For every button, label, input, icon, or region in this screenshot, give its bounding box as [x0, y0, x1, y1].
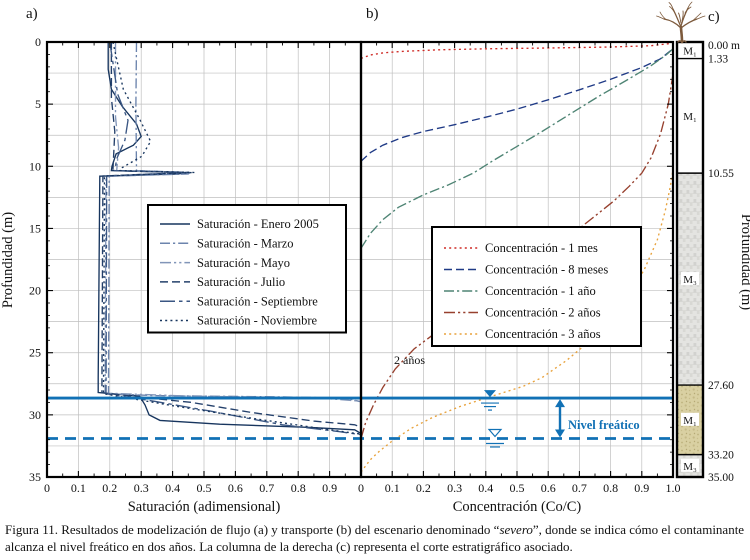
legend-box [147, 204, 347, 334]
caption-part1: Figura 11. Resultados de modelización de… [5, 522, 500, 537]
x-tick-label: 0.3 [447, 481, 462, 495]
y-axis-title-left: Profundidad (m) [0, 212, 16, 308]
y-tick-label: 10 [29, 159, 41, 173]
strat-label-chip [681, 272, 699, 286]
legend-saturation: Saturación - Enero 2005 Saturación - Marz… [147, 204, 347, 334]
y-tick-label: 20 [29, 284, 41, 298]
x-tick-label: 0.3 [134, 481, 149, 495]
depth-mark-label: 35.00 [708, 472, 734, 484]
x-tick-label: 0.2 [102, 481, 117, 495]
legend-label: Concentración - 1 año [485, 284, 596, 298]
x-tick-label: 0.8 [603, 481, 618, 495]
y-tick-label: 15 [29, 221, 41, 235]
water-table-symbol [487, 428, 503, 438]
x-tick-label: 0.9 [634, 481, 649, 495]
nivel-freatico-label: Nivel freático [568, 418, 640, 432]
legend-label: Saturación - Mayo [197, 256, 290, 270]
y-tick-label: 30 [29, 408, 41, 422]
legend-label: Saturación - Marzo [197, 237, 294, 251]
x-tick-label: 0.4 [478, 481, 493, 495]
depth-mark-label: 1.33 [708, 54, 728, 66]
strat-label-chip [681, 108, 699, 122]
y-tick-label: 0 [35, 35, 41, 49]
panel-label-b: b) [366, 6, 379, 22]
tree-icon [656, 1, 706, 44]
strat-layer-label: M₁ [683, 111, 697, 123]
series-line [360, 48, 674, 249]
x-tick-label: 0.8 [291, 481, 306, 495]
legend-label: Saturación - Julio [197, 275, 285, 289]
strat-label-chip [681, 412, 699, 426]
x-tick-label: 0 [358, 481, 364, 495]
water-depth-arrow [555, 429, 565, 438]
x-tick-label: 0.7 [572, 481, 587, 495]
x-tick-label: 0.1 [385, 481, 400, 495]
x-tick-label: 0.2 [416, 481, 431, 495]
axis-ticks [46, 41, 674, 478]
x-axis-title-concentration: Concentración (Co/C) [453, 499, 582, 515]
strat-label-chip [681, 43, 699, 57]
depth-mark-label: 27.60 [708, 380, 734, 392]
figure-canvas: 0 0.1 0.2 0.3 0.4 0.5 0.6 0.7 0.8 0.9 0 0.1 0.2 0.3 0.… [0, 1, 750, 515]
legend-label: Concentración - 2 años [485, 306, 601, 320]
x-tick-label: 0.9 [322, 481, 337, 495]
depth-mark-label: 10.55 [708, 168, 734, 180]
x-tick-label: 0.5 [197, 481, 212, 495]
depth-mark-label: 33.20 [708, 450, 734, 462]
x-tick-label: 0.5 [510, 481, 525, 495]
panel-label-c: c) [708, 9, 720, 25]
x-tick-label: 0.1 [71, 481, 86, 495]
legend-label: Saturación - Septiembre [197, 294, 318, 308]
y-tick-label: 35 [29, 470, 41, 484]
y-tick-label: 25 [29, 346, 41, 360]
caption-part2: ”, donde se indica cómo el contaminante … [5, 522, 745, 554]
y-tick-label: 5 [35, 97, 41, 111]
x-tick-label: 0.6 [541, 481, 556, 495]
caption-italic-word: severo [499, 522, 533, 537]
x-tick-label: 0.7 [259, 481, 274, 495]
figure-caption: Figura 11. Resultados de modelización de… [5, 521, 745, 555]
stratigraphic-column: M₁ M₁ M₃ M₁ M₃ 0.00 m 1.33 10.55 27.60 33.20 35.00 [675, 40, 740, 484]
legend-concentration: Concentración - 1 mes Concentración - 8 m… [431, 226, 642, 347]
panel-label-a: a) [26, 6, 38, 22]
strat-layer-label: M₁ [683, 415, 697, 427]
depth-mark-label: 0.00 m [708, 40, 740, 52]
y-axis-title-right: Profundidad (m) [738, 214, 750, 310]
water-table-symbol [484, 390, 496, 398]
series-line [360, 48, 674, 162]
x-tick-label: 0 [44, 481, 50, 495]
x-tick-label: 0.6 [228, 481, 243, 495]
legend-label: Concentración - 8 meses [485, 263, 608, 277]
legend-label: Concentración - 3 años [485, 327, 601, 341]
water-depth-arrow [555, 399, 565, 408]
two-years-annotation: 2 años [394, 353, 425, 367]
series-line [360, 42, 674, 60]
legend-label: Concentración - 1 mes [485, 241, 598, 255]
strat-layer-label: M₃ [683, 461, 697, 473]
strat-layer-label: M₃ [683, 274, 697, 286]
series-line [101, 42, 362, 477]
x-axis-title-saturation: Saturación (adimensional) [128, 499, 281, 515]
legend-label: Saturación - Noviembre [197, 314, 318, 328]
legend-label: Saturación - Enero 2005 [197, 217, 319, 231]
axis-tick-labels: 0 0.1 0.2 0.3 0.4 0.5 0.6 0.7 0.8 0.9 0 0.1 0.2 0.3 0.… [29, 35, 681, 495]
strat-column-border [675, 40, 705, 479]
legend-box [431, 226, 642, 347]
x-tick-label: 0.4 [165, 481, 180, 495]
x-tick-label: 1.0 [666, 481, 681, 495]
strat-label-chip [681, 458, 699, 472]
strat-layer-label: M₁ [683, 45, 697, 57]
